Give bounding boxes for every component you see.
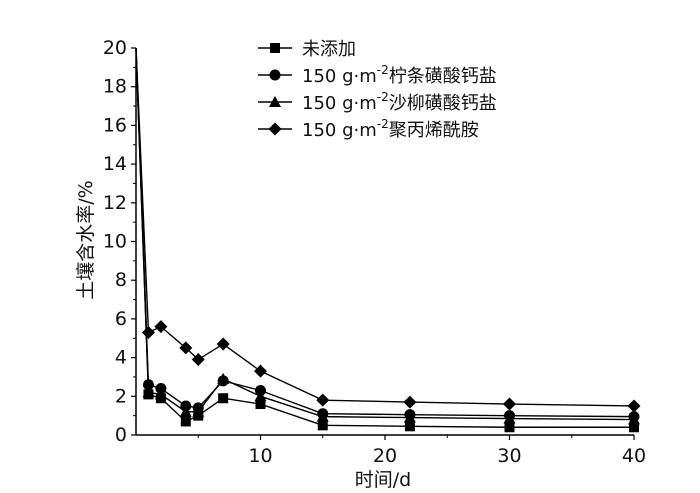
- legend-label: 150 g·m-2沙柳磺酸钙盐: [302, 90, 497, 114]
- chart-axes: 0 2 4 6 8 10 12 14 16 18 20 10 20 30 40: [103, 37, 646, 467]
- y-tick-label: 10: [103, 231, 127, 253]
- data-point: [142, 386, 155, 398]
- series-line: [135, 47, 634, 428]
- legend-entry: 150 g·m-2沙柳磺酸钙盐: [258, 90, 497, 114]
- y-tick-label: 4: [115, 347, 127, 369]
- data-point: [503, 397, 516, 411]
- data-point: [629, 422, 639, 433]
- y-axis-title: 土壤含水率/%: [75, 180, 97, 299]
- data-point: [503, 412, 516, 424]
- data-point: [254, 390, 267, 402]
- data-point: [179, 341, 193, 355]
- legend-marker: [270, 43, 280, 53]
- x-tick-label: 10: [248, 445, 272, 467]
- data-point: [403, 395, 417, 409]
- data-point: [191, 353, 205, 367]
- legend-marker: [269, 69, 281, 81]
- data-point: [254, 364, 267, 378]
- y-tick-label: 16: [103, 114, 127, 136]
- data-point: [154, 320, 168, 334]
- y-tick-label: 14: [103, 153, 127, 175]
- chart-legend: 未添加 150 g·m-2柠条磺酸钙盐 150 g·m-2沙柳磺酸钙盐 150 g·m…: [258, 39, 497, 141]
- y-tick-label: 2: [115, 385, 127, 407]
- y-tick-label: 6: [115, 308, 127, 330]
- y-tick-label: 18: [103, 76, 127, 98]
- data-point: [627, 399, 641, 413]
- legend-marker: [269, 96, 281, 107]
- x-tick-label: 30: [497, 445, 521, 467]
- chart-series: [135, 47, 641, 433]
- legend-entry: 150 g·m-2柠条磺酸钙盐: [258, 63, 497, 87]
- legend-entry: 未添加: [258, 39, 356, 60]
- x-tick-label: 40: [622, 445, 646, 467]
- data-point: [317, 420, 328, 431]
- data-point: [180, 416, 191, 427]
- legend-label: 未添加: [302, 39, 356, 60]
- y-tick-label: 12: [103, 192, 127, 214]
- data-point: [179, 405, 192, 417]
- data-point: [141, 325, 155, 339]
- legend-label: 150 g·m-2聚丙烯酰胺: [302, 117, 479, 141]
- y-tick-label: 0: [115, 424, 127, 446]
- series-triangle: [135, 47, 640, 425]
- legend-entry: 150 g·m-2聚丙烯酰胺: [258, 117, 479, 141]
- data-point: [316, 393, 330, 407]
- data-point: [316, 410, 329, 422]
- data-point: [192, 405, 205, 417]
- data-point: [404, 421, 415, 432]
- x-tick-label: 20: [373, 445, 397, 467]
- series-square: [135, 47, 639, 433]
- series-diamond: [135, 47, 641, 413]
- data-point: [628, 413, 640, 425]
- data-point: [216, 337, 230, 351]
- data-point: [255, 399, 266, 410]
- legend-marker: [268, 122, 282, 136]
- legend-label: 150 g·m-2柠条磺酸钙盐: [302, 63, 497, 87]
- y-tick-label: 8: [115, 269, 127, 291]
- data-point: [154, 388, 167, 400]
- data-point: [217, 372, 230, 384]
- x-axis-title: 时间/d: [355, 469, 411, 491]
- data-point: [403, 411, 416, 423]
- data-point: [218, 393, 229, 404]
- data-point: [504, 422, 515, 433]
- y-tick-label: 20: [103, 37, 127, 59]
